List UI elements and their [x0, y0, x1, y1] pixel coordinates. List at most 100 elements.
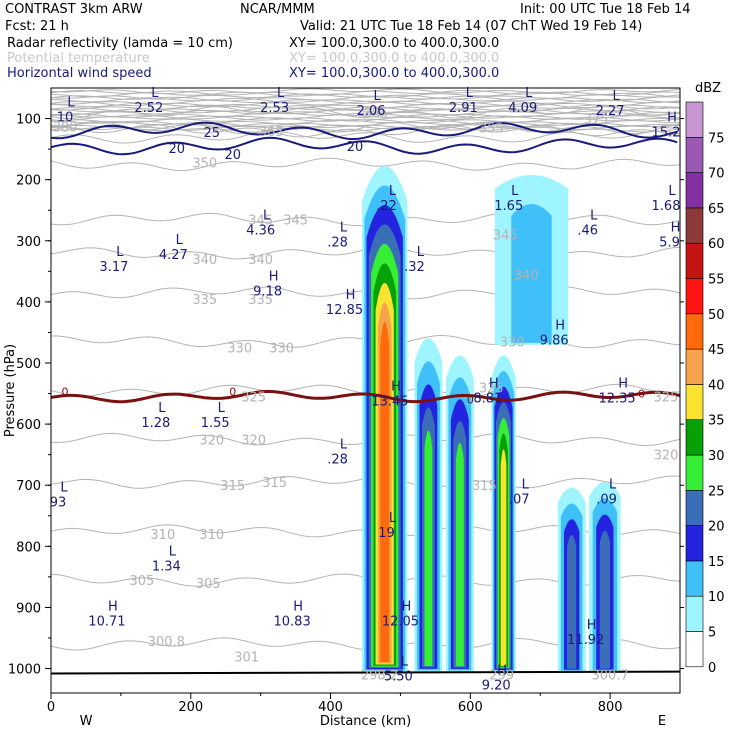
extremum-value: 12.85	[326, 303, 363, 318]
colorbar-swatch-65	[685, 172, 704, 209]
theta-label: 325	[241, 391, 266, 406]
extremum-value: 4.36	[246, 223, 275, 238]
wind-label: 20	[347, 140, 364, 155]
colorbar-swatch-60	[685, 207, 704, 244]
colorbar-level-label: 15	[708, 555, 725, 570]
theta-label: 335	[192, 293, 217, 308]
theta-label: 335	[248, 293, 273, 308]
extremum-marker: L	[612, 89, 620, 104]
extremum-value: 1.34	[152, 560, 181, 575]
theta-label: 320	[199, 433, 224, 448]
reflectivity-cell-2-band-25	[455, 442, 464, 667]
reflectivity-cell-5-band-20	[599, 530, 610, 669]
extremum-value: .32	[404, 260, 425, 275]
valid-time: Valid: 21 UTC Tue 18 Feb 14 (07 ChT Wed …	[300, 19, 643, 34]
extremum-value: .28	[327, 453, 348, 468]
theta-contour-350	[51, 157, 680, 172]
theta-label: 355	[479, 122, 504, 137]
colorbar-swatch-25	[685, 454, 704, 491]
extremum-marker: H	[293, 600, 303, 615]
extremum-marker: L	[525, 86, 533, 101]
y-tick-label: 500	[16, 357, 41, 372]
theta-label: 380	[53, 121, 78, 136]
wind-contour-20	[51, 136, 678, 156]
colorbar-swatch-15	[685, 525, 704, 562]
colorbar-level-label: 0	[708, 661, 716, 676]
extremum-value: 1.68	[652, 199, 681, 214]
theta-label: 315	[220, 479, 245, 494]
theta-label: 340	[248, 253, 273, 268]
extremum-value: .46	[577, 223, 598, 238]
colorbar-swatch-20	[685, 489, 704, 526]
extremum-marker: L	[340, 221, 348, 236]
y-tick-label: 200	[16, 174, 41, 189]
theta-label: 298.2	[361, 669, 398, 684]
colorbar-level-label: 25	[708, 484, 725, 499]
init-time: Init: 00 UTC Tue 18 Feb 14	[520, 2, 691, 17]
extremum-marker: H	[587, 618, 597, 633]
extremum-marker: L	[668, 184, 676, 199]
plot-frame	[50, 87, 681, 694]
extremum-value: .07	[509, 492, 530, 507]
theta-label: 315	[472, 479, 497, 494]
extremum-value: 4.27	[159, 248, 188, 263]
extremum-value: 2.91	[449, 101, 478, 116]
theta-label: 330	[227, 342, 252, 357]
theta-label: 320	[241, 433, 266, 448]
extremum-value: 9.18	[253, 285, 282, 300]
theta-label: 340	[514, 268, 539, 283]
extremum-value: 9.20	[482, 679, 511, 694]
extremum-marker: L	[609, 477, 617, 492]
y-tick-label: 700	[16, 479, 41, 494]
reflectivity-cell-1-band-25	[424, 430, 433, 666]
colorbar-swatch-50	[685, 278, 704, 315]
colorbar-swatch-35	[685, 384, 704, 420]
extremum-value: 12.05	[382, 615, 419, 630]
theta-label: 301	[234, 650, 259, 665]
extremum-marker: L	[417, 245, 425, 260]
extremum-value: 12.35	[598, 391, 635, 406]
y-tick-label: 400	[16, 296, 41, 311]
extremum-value: 15.2	[652, 126, 681, 141]
zero-isotherm-label: 0	[467, 394, 474, 407]
extremum-value: .28	[327, 236, 348, 251]
extremum-marker: L	[176, 233, 184, 248]
colorbar-swatch-70	[685, 137, 704, 173]
center-name: NCAR/MMM	[240, 2, 315, 17]
extremum-marker: L	[151, 86, 159, 101]
extremum-value: 19	[378, 526, 395, 541]
colorbar-level-label: 5	[708, 626, 716, 641]
colorbar-level-label: 35	[708, 414, 725, 429]
ground-line	[50, 670, 681, 675]
extremum-value: 5.9	[659, 236, 680, 251]
wind-contour-25	[51, 121, 678, 141]
extremum-marker: L	[590, 208, 598, 223]
extremum-marker: L	[389, 184, 397, 199]
extremum-marker: H	[346, 288, 356, 303]
extremum-value: 13.45	[371, 395, 408, 410]
colorbar-swatch-10	[685, 560, 704, 597]
theta-label: 345	[493, 229, 518, 244]
x-tick-label: 200	[178, 700, 203, 715]
theta-label: 375	[584, 113, 609, 128]
theta-label: 325	[479, 381, 504, 396]
wind-label: 20	[169, 142, 186, 157]
field-reflectivity-xy: XY= 100.0,300.0 to 400.0,300.0	[289, 36, 500, 51]
extremum-marker: L	[522, 477, 530, 492]
colorbar-swatch-30	[685, 419, 704, 456]
colorbar-level-label: 10	[708, 590, 725, 605]
theta-label: 299	[489, 669, 514, 684]
extremum-value: 2.53	[260, 101, 289, 116]
colorbar-level-label: 60	[708, 237, 725, 252]
y-tick-label: 600	[16, 418, 41, 433]
extremum-value: 9.86	[540, 333, 569, 348]
extremum-marker: L	[116, 245, 124, 260]
colorbar-swatch-5	[685, 595, 704, 632]
extremum-marker: L	[340, 438, 348, 453]
theta-label: 305	[196, 577, 221, 592]
zero-isotherm-line	[51, 389, 680, 404]
extremum-marker: L	[511, 184, 519, 199]
extremum-value: 5.50	[384, 670, 413, 685]
field-theta-xy: XY= 100.0,300.0 to 400.0,300.0	[289, 51, 500, 66]
theta-label: 345	[283, 213, 308, 228]
